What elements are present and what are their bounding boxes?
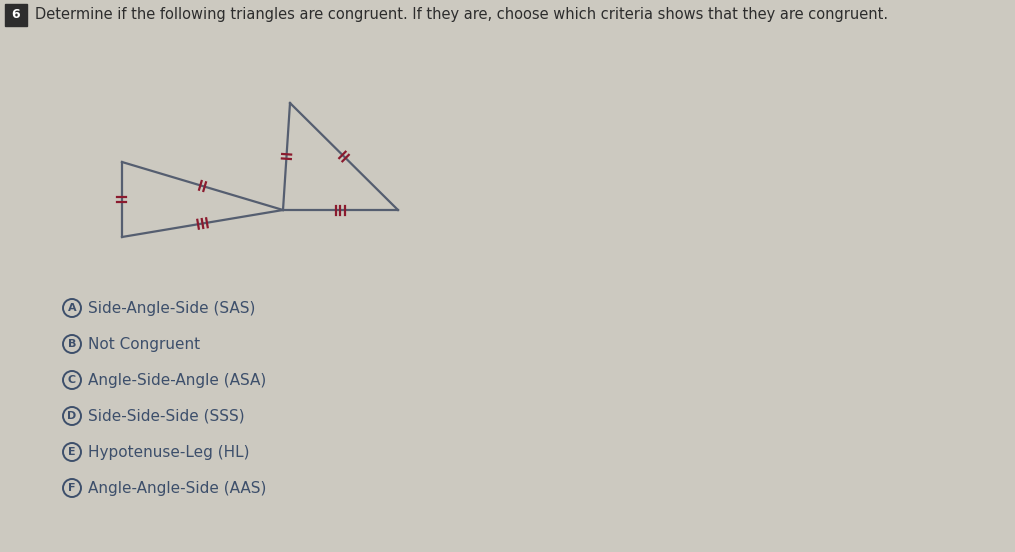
Text: B: B	[68, 339, 76, 349]
Text: 6: 6	[12, 8, 20, 22]
Text: Determine if the following triangles are congruent. If they are, choose which cr: Determine if the following triangles are…	[35, 8, 888, 23]
Text: E: E	[68, 447, 76, 457]
Text: Hypotenuse-Leg (HL): Hypotenuse-Leg (HL)	[88, 444, 250, 459]
Text: C: C	[68, 375, 76, 385]
Text: D: D	[67, 411, 76, 421]
Text: F: F	[68, 483, 76, 493]
Text: Angle-Side-Angle (ASA): Angle-Side-Angle (ASA)	[88, 373, 266, 388]
Text: Side-Side-Side (SSS): Side-Side-Side (SSS)	[88, 408, 245, 423]
Text: Not Congruent: Not Congruent	[88, 337, 200, 352]
Text: A: A	[68, 303, 76, 313]
Bar	[5, 4, 27, 26]
Text: Side-Angle-Side (SAS): Side-Angle-Side (SAS)	[88, 300, 256, 316]
Text: Angle-Angle-Side (AAS): Angle-Angle-Side (AAS)	[88, 480, 266, 496]
